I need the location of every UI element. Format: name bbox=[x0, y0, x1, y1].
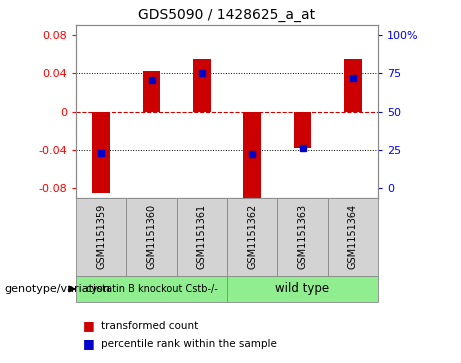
Text: GSM1151362: GSM1151362 bbox=[247, 204, 257, 269]
Bar bbox=[193, 59, 211, 112]
Text: ■: ■ bbox=[83, 337, 95, 350]
Bar bbox=[344, 59, 362, 112]
Text: GSM1151361: GSM1151361 bbox=[197, 204, 207, 269]
Bar bbox=[243, 112, 261, 198]
Text: ■: ■ bbox=[83, 319, 95, 332]
Text: genotype/variation: genotype/variation bbox=[5, 284, 111, 294]
Text: GSM1151364: GSM1151364 bbox=[348, 204, 358, 269]
Title: GDS5090 / 1428625_a_at: GDS5090 / 1428625_a_at bbox=[138, 8, 316, 22]
Bar bbox=[294, 112, 311, 148]
Text: transformed count: transformed count bbox=[101, 321, 199, 331]
Text: GSM1151359: GSM1151359 bbox=[96, 204, 106, 269]
Text: GSM1151360: GSM1151360 bbox=[147, 204, 157, 269]
Text: cystatin B knockout Cstb-/-: cystatin B knockout Cstb-/- bbox=[86, 284, 218, 294]
Text: GSM1151363: GSM1151363 bbox=[297, 204, 307, 269]
Bar bbox=[92, 112, 110, 193]
Text: percentile rank within the sample: percentile rank within the sample bbox=[101, 339, 278, 349]
Text: wild type: wild type bbox=[276, 282, 330, 295]
Bar bbox=[143, 72, 160, 112]
